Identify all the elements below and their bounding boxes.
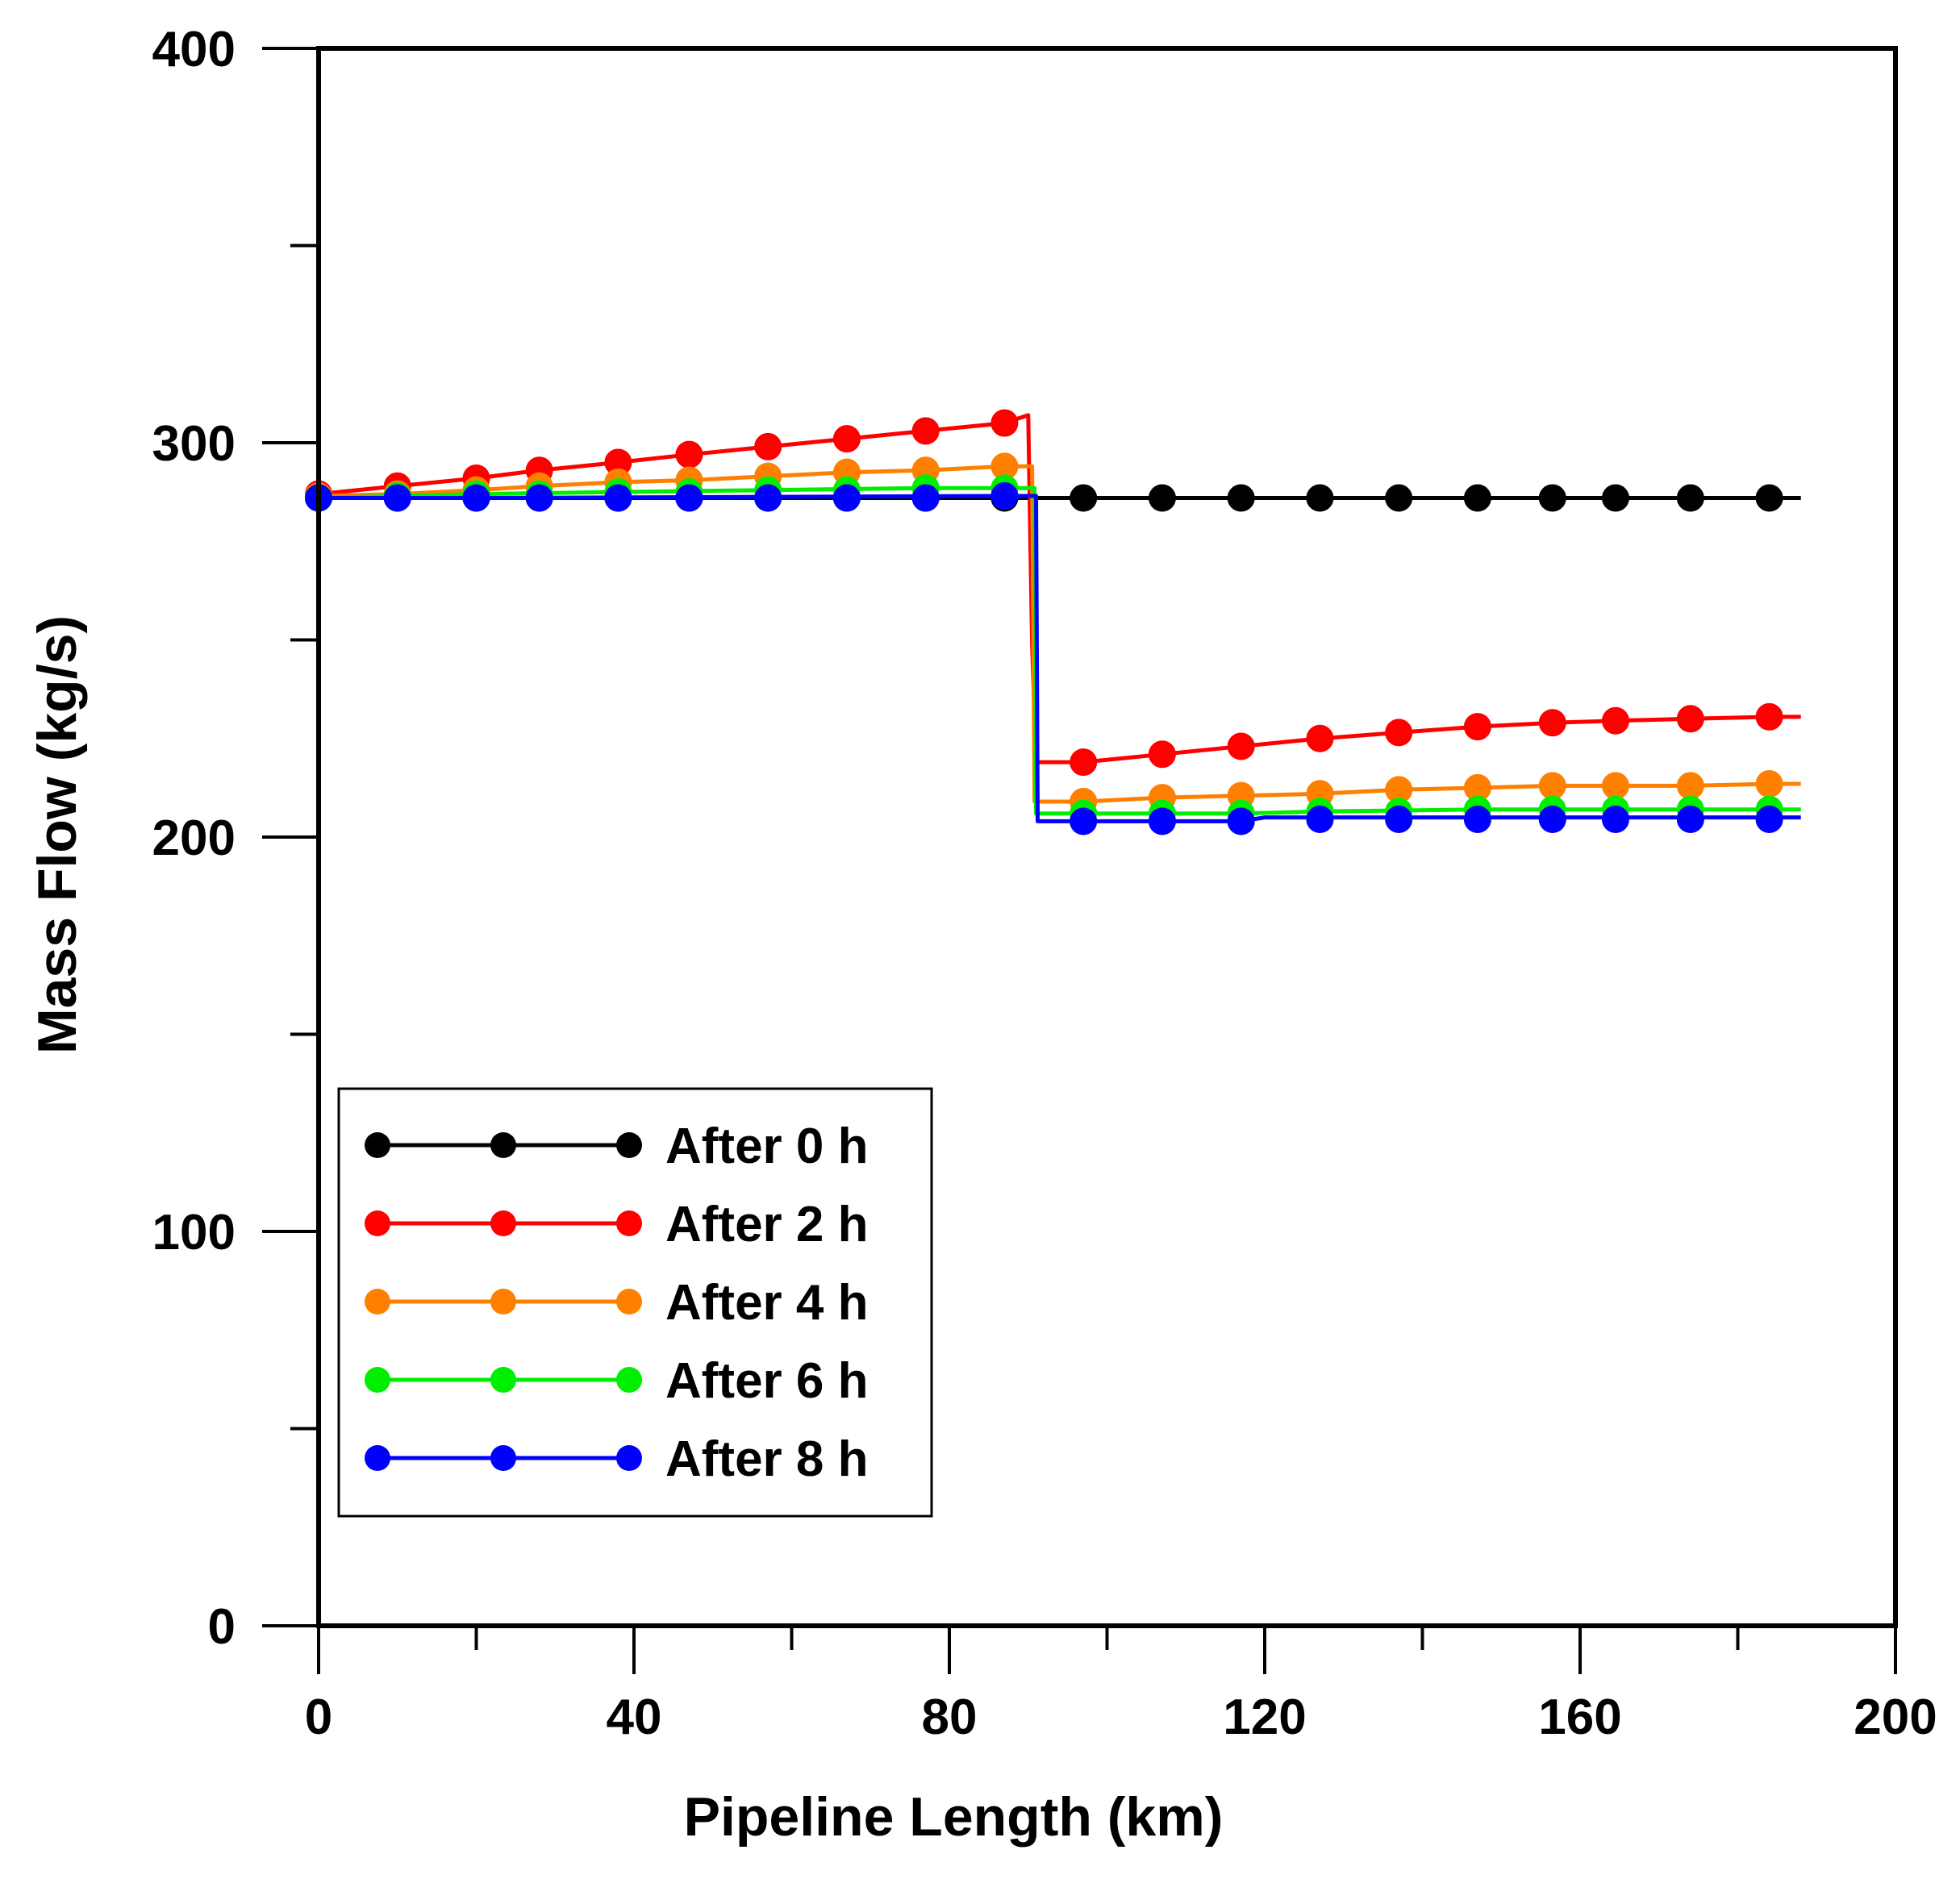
- legend-item-after-0-h: After 0 h: [365, 1119, 868, 1174]
- point-after-0-h-16: [1538, 484, 1566, 512]
- legend-label-after-0-h: After 0 h: [665, 1119, 868, 1174]
- series-after-8-h: [305, 482, 1801, 835]
- tick-layer: [262, 47, 1897, 1674]
- point-after-2-h-9: [990, 409, 1019, 437]
- point-after-0-h-10: [1070, 484, 1098, 512]
- point-after-8-h-8: [911, 484, 940, 512]
- y-tick-label-400: 400: [152, 22, 236, 77]
- point-after-0-h-13: [1306, 484, 1334, 512]
- point-after-2-h-8: [911, 417, 940, 445]
- point-after-8-h-14: [1385, 805, 1413, 833]
- point-after-2-h-7: [832, 425, 861, 453]
- legend-marker-after-8-h-2: [616, 1445, 642, 1471]
- y-tick-label-300: 300: [152, 416, 236, 472]
- point-after-0-h-19: [1755, 484, 1783, 512]
- point-after-4-h-18: [1676, 772, 1704, 800]
- legend-marker-after-2-h-0: [365, 1210, 390, 1236]
- y-tick-label-200: 200: [152, 810, 236, 866]
- legend-label-after-2-h: After 2 h: [665, 1197, 868, 1252]
- point-after-2-h-12: [1227, 732, 1255, 760]
- point-after-2-h-6: [754, 432, 782, 460]
- legend-marker-after-8-h-0: [365, 1445, 390, 1471]
- y-axis-title: Mass Flow (kg/s): [27, 615, 88, 1054]
- legend-marker-after-0-h-1: [490, 1132, 516, 1158]
- point-after-2-h-13: [1306, 724, 1334, 752]
- x-tick-labels: 0 40 80 120 160 200: [305, 1689, 1937, 1745]
- x-tick-label-80: 80: [922, 1689, 978, 1745]
- point-after-2-h-15: [1463, 713, 1491, 741]
- legend-marker-after-2-h-2: [616, 1210, 642, 1236]
- point-after-8-h-2: [462, 484, 490, 512]
- point-after-8-h-1: [383, 484, 411, 512]
- legend-items: After 0 h After 2 h After 4 h After 6 h Afte…: [365, 1119, 868, 1487]
- legend-marker-after-8-h-1: [490, 1445, 516, 1471]
- x-tick-label-120: 120: [1223, 1689, 1306, 1745]
- x-axis-title: Pipeline Length (km): [684, 1786, 1224, 1848]
- legend-marker-after-6-h-1: [490, 1367, 516, 1393]
- point-after-2-h-17: [1601, 706, 1629, 735]
- point-after-0-h-11: [1148, 484, 1176, 512]
- point-after-8-h-13: [1306, 805, 1334, 833]
- point-after-0-h-14: [1385, 484, 1413, 512]
- point-after-8-h-17: [1601, 805, 1629, 833]
- point-after-8-h-12: [1227, 807, 1255, 835]
- x-tick-label-160: 160: [1538, 1689, 1621, 1745]
- series-line-after-8-h: [319, 494, 1801, 823]
- point-after-0-h-12: [1227, 484, 1255, 512]
- point-after-8-h-16: [1538, 805, 1566, 833]
- point-after-2-h-11: [1148, 740, 1176, 769]
- point-after-2-h-16: [1538, 709, 1566, 737]
- x-tick-label-200: 200: [1854, 1689, 1937, 1745]
- point-after-2-h-19: [1755, 702, 1783, 731]
- point-after-0-h-15: [1463, 484, 1491, 512]
- point-after-8-h-3: [525, 484, 553, 512]
- x-tick-label-0: 0: [305, 1689, 332, 1745]
- point-after-4-h-16: [1538, 772, 1566, 800]
- legend-item-after-4-h: After 4 h: [365, 1275, 868, 1331]
- legend-item-after-8-h: After 8 h: [365, 1431, 868, 1487]
- point-after-2-h-10: [1070, 748, 1098, 777]
- point-after-2-h-5: [675, 440, 703, 469]
- point-after-8-h-10: [1070, 807, 1098, 835]
- legend-item-after-6-h: After 6 h: [365, 1353, 868, 1409]
- point-after-2-h-18: [1676, 705, 1704, 733]
- legend-marker-after-6-h-2: [616, 1367, 642, 1393]
- point-after-0-h-17: [1601, 484, 1629, 512]
- series-line-after-6-h: [318, 485, 1801, 816]
- legend-marker-after-6-h-0: [365, 1367, 390, 1393]
- point-after-4-h-19: [1755, 769, 1783, 798]
- legend-marker-after-4-h-2: [616, 1289, 642, 1314]
- y-tick-labels: 0 100 200 300 400: [152, 22, 236, 1655]
- series-after-2-h: [305, 409, 1801, 777]
- legend-label-after-8-h: After 8 h: [665, 1431, 868, 1487]
- point-after-4-h-17: [1601, 772, 1629, 800]
- x-tick-label-40: 40: [607, 1689, 662, 1745]
- point-after-8-h-5: [675, 484, 703, 512]
- legend-item-after-2-h: After 2 h: [365, 1197, 868, 1252]
- legend-marker-after-0-h-0: [365, 1132, 390, 1158]
- legend-marker-after-4-h-1: [490, 1289, 516, 1314]
- point-after-0-h-18: [1676, 484, 1704, 512]
- point-after-8-h-4: [604, 484, 632, 512]
- point-after-8-h-7: [832, 484, 861, 512]
- legend-label-after-4-h: After 4 h: [665, 1275, 868, 1331]
- point-after-8-h-18: [1676, 805, 1704, 833]
- legend-marker-after-4-h-0: [365, 1289, 390, 1314]
- point-after-8-h-11: [1148, 807, 1176, 835]
- point-after-8-h-6: [754, 484, 782, 512]
- point-after-8-h-9: [990, 482, 1019, 510]
- y-tick-label-100: 100: [152, 1205, 236, 1260]
- point-after-8-h-19: [1755, 805, 1783, 833]
- legend: After 0 h After 2 h After 4 h After 6 h Afte…: [337, 1087, 933, 1518]
- point-after-2-h-14: [1385, 719, 1413, 747]
- legend-marker-after-2-h-1: [490, 1210, 516, 1236]
- point-after-8-h-15: [1463, 805, 1491, 833]
- y-tick-label-0: 0: [208, 1599, 236, 1655]
- legend-marker-after-0-h-2: [616, 1132, 642, 1158]
- legend-label-after-6-h: After 6 h: [665, 1353, 868, 1409]
